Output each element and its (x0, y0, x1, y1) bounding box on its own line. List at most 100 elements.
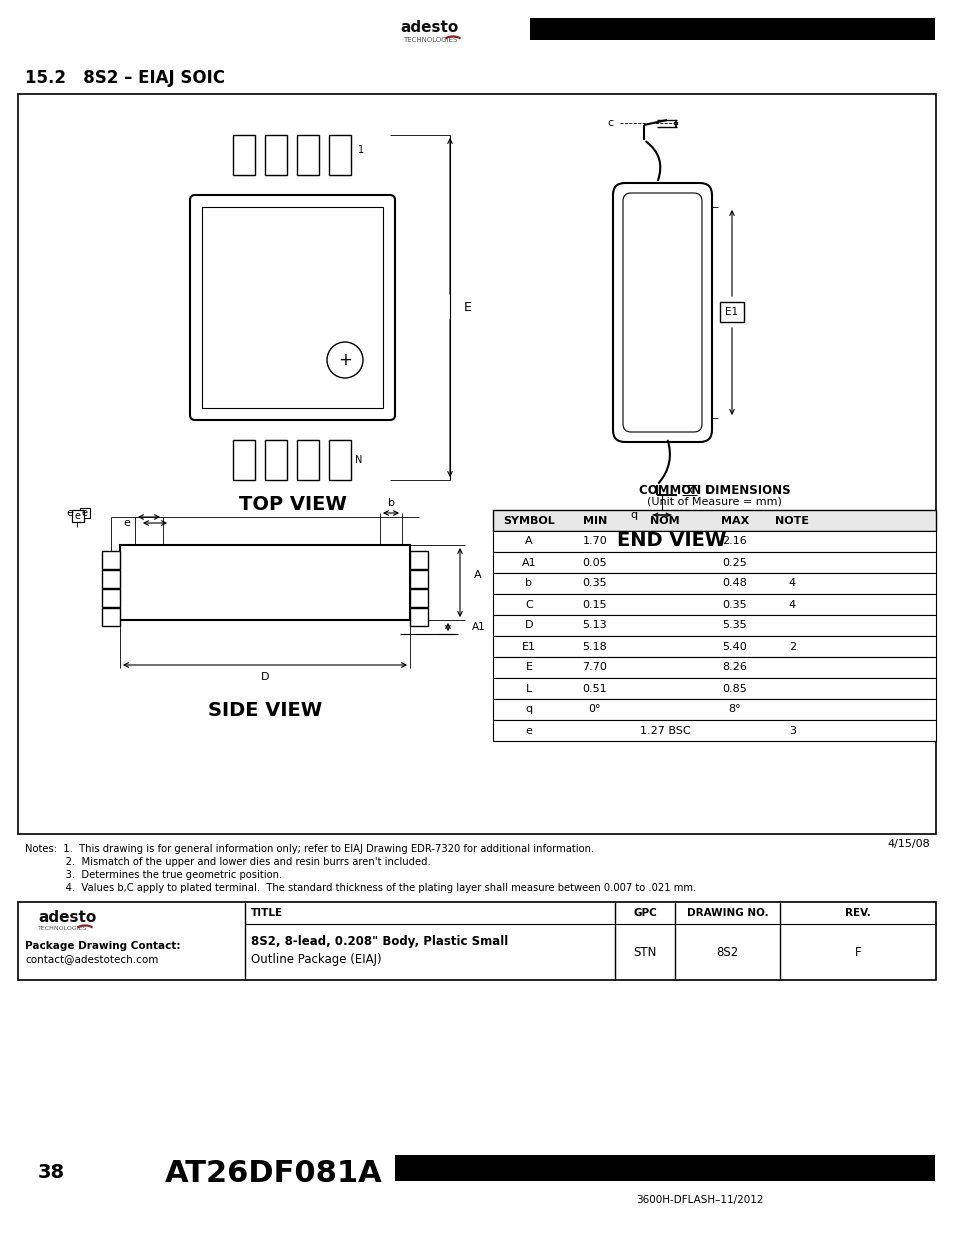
Bar (233, 135, 254, 175)
Bar (102, 551, 120, 569)
Bar (329, 440, 351, 480)
Text: TITLE: TITLE (251, 908, 283, 918)
Bar (71, 510, 84, 522)
Bar (202, 207, 382, 408)
Bar (493, 531, 935, 552)
Text: E1: E1 (724, 308, 738, 317)
Text: 38: 38 (38, 1163, 65, 1182)
Text: 2: 2 (788, 641, 795, 652)
Text: COMMON DIMENSIONS: COMMON DIMENSIONS (638, 483, 789, 496)
Bar (493, 678, 935, 699)
Text: REV.: REV. (844, 908, 870, 918)
Text: F: F (854, 946, 861, 958)
Text: NOM: NOM (650, 515, 679, 526)
Bar (80, 508, 90, 517)
Text: 2.16: 2.16 (721, 536, 746, 547)
Text: e: e (123, 517, 130, 529)
Text: AT26DF081A: AT26DF081A (165, 1158, 382, 1188)
Bar (493, 594, 935, 615)
Bar (493, 573, 935, 594)
Text: E: E (463, 301, 472, 314)
Text: L: L (704, 485, 711, 495)
Bar (410, 609, 428, 626)
Bar (410, 589, 428, 608)
Text: e: e (82, 508, 88, 517)
Bar (493, 720, 935, 741)
Bar (296, 135, 318, 175)
Text: TECHNOLOGIES: TECHNOLOGIES (38, 926, 88, 931)
Circle shape (327, 342, 363, 378)
Text: 1: 1 (357, 144, 364, 156)
Bar (410, 571, 428, 588)
Text: (Unit of Measure = mm): (Unit of Measure = mm) (646, 496, 781, 508)
Bar (18, 94, 935, 834)
Text: 8.26: 8.26 (721, 662, 746, 673)
Text: Package Drawing Contact:: Package Drawing Contact: (25, 941, 180, 951)
Text: STN: STN (633, 946, 656, 958)
Text: 0°: 0° (588, 704, 600, 715)
Bar (395, 1155, 934, 1181)
Text: c: c (606, 119, 613, 128)
Text: DRAWING NO.: DRAWING NO. (686, 908, 767, 918)
Text: A: A (474, 569, 481, 579)
Text: e: e (67, 508, 73, 517)
Text: GPC: GPC (633, 908, 657, 918)
Text: adesto: adesto (38, 910, 96, 925)
Text: 5.40: 5.40 (721, 641, 746, 652)
Text: e: e (525, 725, 532, 736)
Text: A1: A1 (472, 622, 485, 632)
Bar (493, 699, 935, 720)
Text: 0.15: 0.15 (582, 599, 607, 610)
Bar (120, 545, 410, 620)
Text: END VIEW: END VIEW (617, 531, 726, 550)
Text: SYMBOL: SYMBOL (502, 515, 555, 526)
Text: 7.70: 7.70 (582, 662, 607, 673)
Text: q: q (630, 510, 637, 520)
Text: 4.  Values b,C apply to plated terminal.  The standard thickness of the plating : 4. Values b,C apply to plated terminal. … (25, 883, 696, 893)
Text: 4: 4 (788, 599, 795, 610)
Text: TECHNOLOGIES: TECHNOLOGIES (402, 37, 456, 43)
Text: e: e (75, 511, 81, 521)
Text: 5.35: 5.35 (722, 620, 746, 631)
Text: 3.  Determines the true geometric position.: 3. Determines the true geometric positio… (25, 869, 282, 881)
Bar (329, 135, 351, 175)
Text: q: q (525, 704, 532, 715)
Text: 8°: 8° (728, 704, 740, 715)
Text: 0.51: 0.51 (582, 683, 607, 694)
Text: 8S2: 8S2 (716, 946, 738, 958)
Text: TOP VIEW: TOP VIEW (238, 495, 346, 515)
Text: SIDE VIEW: SIDE VIEW (208, 700, 322, 720)
Bar (296, 440, 318, 480)
Text: NOTE: NOTE (775, 515, 809, 526)
Bar (102, 609, 120, 626)
Bar (493, 657, 935, 678)
Bar (102, 571, 120, 588)
Text: 0.35: 0.35 (722, 599, 746, 610)
Text: A1: A1 (521, 557, 536, 568)
FancyBboxPatch shape (190, 195, 395, 420)
Text: 5.18: 5.18 (582, 641, 607, 652)
Text: adesto: adesto (400, 21, 458, 36)
Text: E1: E1 (521, 641, 536, 652)
Text: L: L (525, 683, 532, 694)
Text: D: D (260, 672, 269, 682)
Bar (102, 589, 120, 608)
Bar (530, 19, 934, 40)
FancyBboxPatch shape (613, 183, 711, 442)
Text: A: A (525, 536, 533, 547)
Text: 4/15/08: 4/15/08 (886, 839, 929, 848)
FancyBboxPatch shape (622, 193, 701, 432)
Text: 3600H-DFLASH–11/2012: 3600H-DFLASH–11/2012 (636, 1195, 763, 1205)
Bar (265, 440, 287, 480)
Text: MIN: MIN (582, 515, 606, 526)
Text: 0.25: 0.25 (721, 557, 746, 568)
Text: Notes:  1.  This drawing is for general information only; refer to EIAJ Drawing : Notes: 1. This drawing is for general in… (25, 844, 594, 853)
Bar (493, 552, 935, 573)
Bar (233, 440, 254, 480)
Bar (410, 551, 428, 569)
Bar (265, 135, 287, 175)
Text: 15.2   8S2 – EIAJ SOIC: 15.2 8S2 – EIAJ SOIC (25, 69, 225, 86)
Text: 8S2, 8-lead, 0.208" Body, Plastic Small: 8S2, 8-lead, 0.208" Body, Plastic Small (251, 935, 508, 948)
Bar (18, 902, 935, 981)
Text: 3: 3 (788, 725, 795, 736)
